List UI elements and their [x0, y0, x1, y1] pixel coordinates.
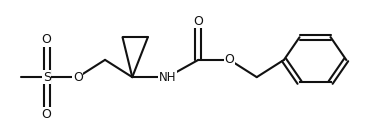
- Text: O: O: [193, 15, 203, 28]
- Text: O: O: [42, 108, 52, 121]
- Text: NH: NH: [159, 71, 176, 84]
- Text: S: S: [43, 71, 51, 84]
- Text: O: O: [224, 53, 235, 66]
- Text: O: O: [73, 71, 83, 84]
- Text: O: O: [42, 33, 52, 46]
